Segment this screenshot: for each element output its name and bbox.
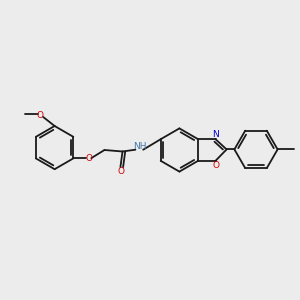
Text: N: N: [212, 130, 219, 139]
Text: NH: NH: [133, 142, 146, 151]
Text: O: O: [117, 167, 124, 176]
Text: O: O: [85, 154, 92, 163]
Text: O: O: [212, 161, 219, 170]
Text: O: O: [37, 111, 44, 120]
